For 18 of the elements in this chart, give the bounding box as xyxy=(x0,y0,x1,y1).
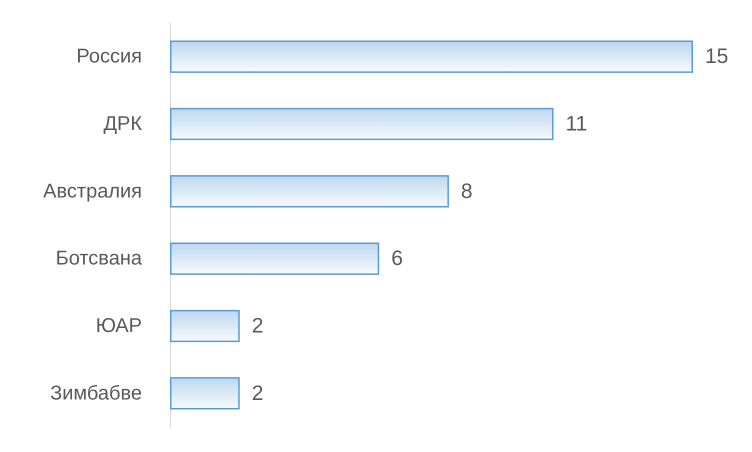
data-label: 6 xyxy=(391,247,403,270)
bar xyxy=(170,175,449,208)
data-label: 15 xyxy=(705,45,728,68)
y-tick-label: Ботсвана xyxy=(56,248,143,270)
bar xyxy=(170,377,240,410)
y-tick-label: Россия xyxy=(76,46,142,68)
y-tick-label: ЮАР xyxy=(96,315,142,337)
data-label: 8 xyxy=(460,180,473,203)
data-label: 2 xyxy=(252,382,264,405)
data-label: 2 xyxy=(252,314,264,338)
y-tick-label: Зимбабве xyxy=(50,382,142,404)
bar xyxy=(170,310,240,342)
bar xyxy=(170,40,693,73)
bar xyxy=(170,108,554,140)
data-label: 11 xyxy=(566,112,588,136)
bar xyxy=(170,242,380,275)
y-tick-label: ДРК xyxy=(103,113,142,135)
y-tick-label: Австралия xyxy=(43,180,142,202)
